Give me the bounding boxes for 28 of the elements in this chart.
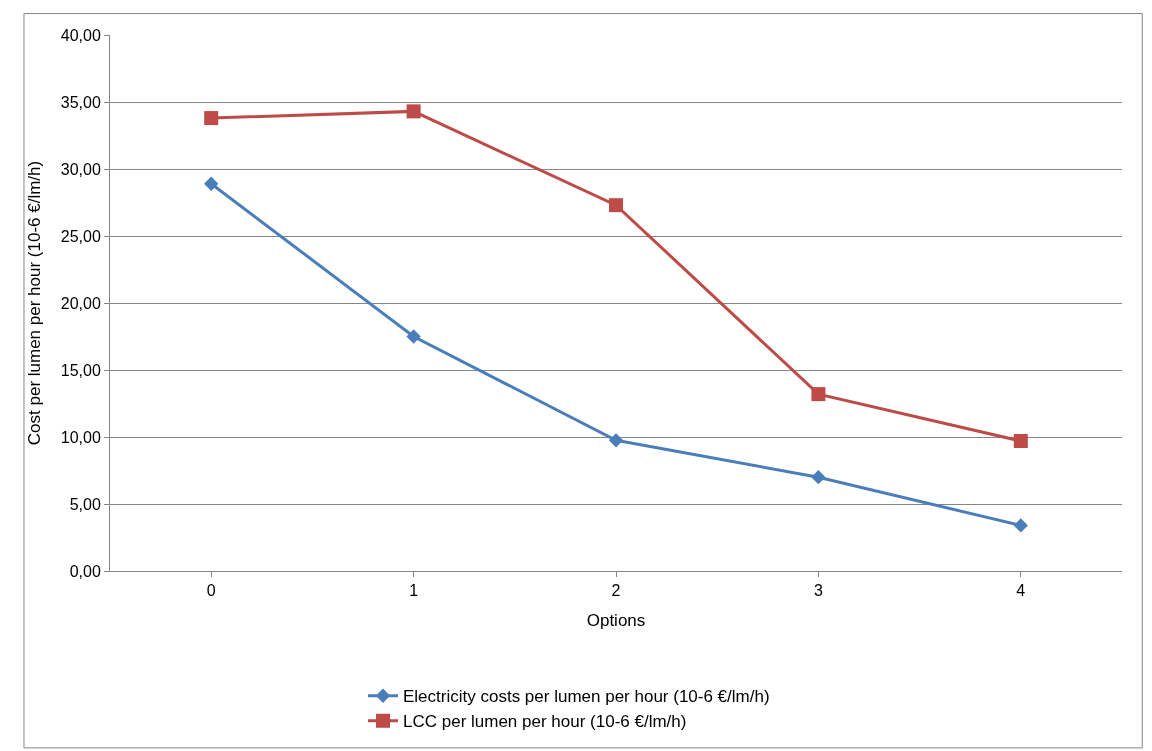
point — [1013, 518, 1028, 533]
y-tick-label: 35,00 — [60, 93, 101, 111]
y-tick-label: 5,00 — [69, 495, 101, 513]
y-tick-label: 15,00 — [60, 361, 101, 379]
legend-label: Electricity costs per lumen per hour (10-6 €/lm/h) — [403, 687, 770, 707]
point — [406, 329, 421, 344]
point — [811, 387, 826, 402]
point — [811, 470, 826, 485]
y-tick-label: 40,00 — [60, 26, 101, 44]
point — [204, 111, 219, 126]
y-axis-title: Cost per lumen per hour (10-6 €/lm/h) — [25, 160, 45, 446]
x-tick-label: 1 — [409, 582, 419, 600]
x-tick-label: 3 — [813, 582, 823, 600]
y-tick-label: 30,00 — [60, 160, 101, 178]
point — [608, 433, 624, 448]
y-tick-label: 25,00 — [60, 227, 101, 245]
y-tick-label: 10,00 — [60, 428, 101, 446]
y-tick-label: 0,00 — [69, 562, 101, 580]
point — [1013, 434, 1028, 449]
x-tick-label: 2 — [611, 582, 621, 600]
x-tick-label: 4 — [1016, 582, 1026, 600]
point — [204, 176, 219, 191]
x-tick-label: 0 — [206, 582, 216, 600]
y-tick-label: 20,00 — [60, 294, 101, 312]
legend-label: LCC per lumen per hour (10-6 €/lm/h) — [403, 712, 687, 732]
point — [609, 198, 623, 213]
x-axis-title: Options — [586, 610, 646, 630]
point — [406, 104, 421, 119]
